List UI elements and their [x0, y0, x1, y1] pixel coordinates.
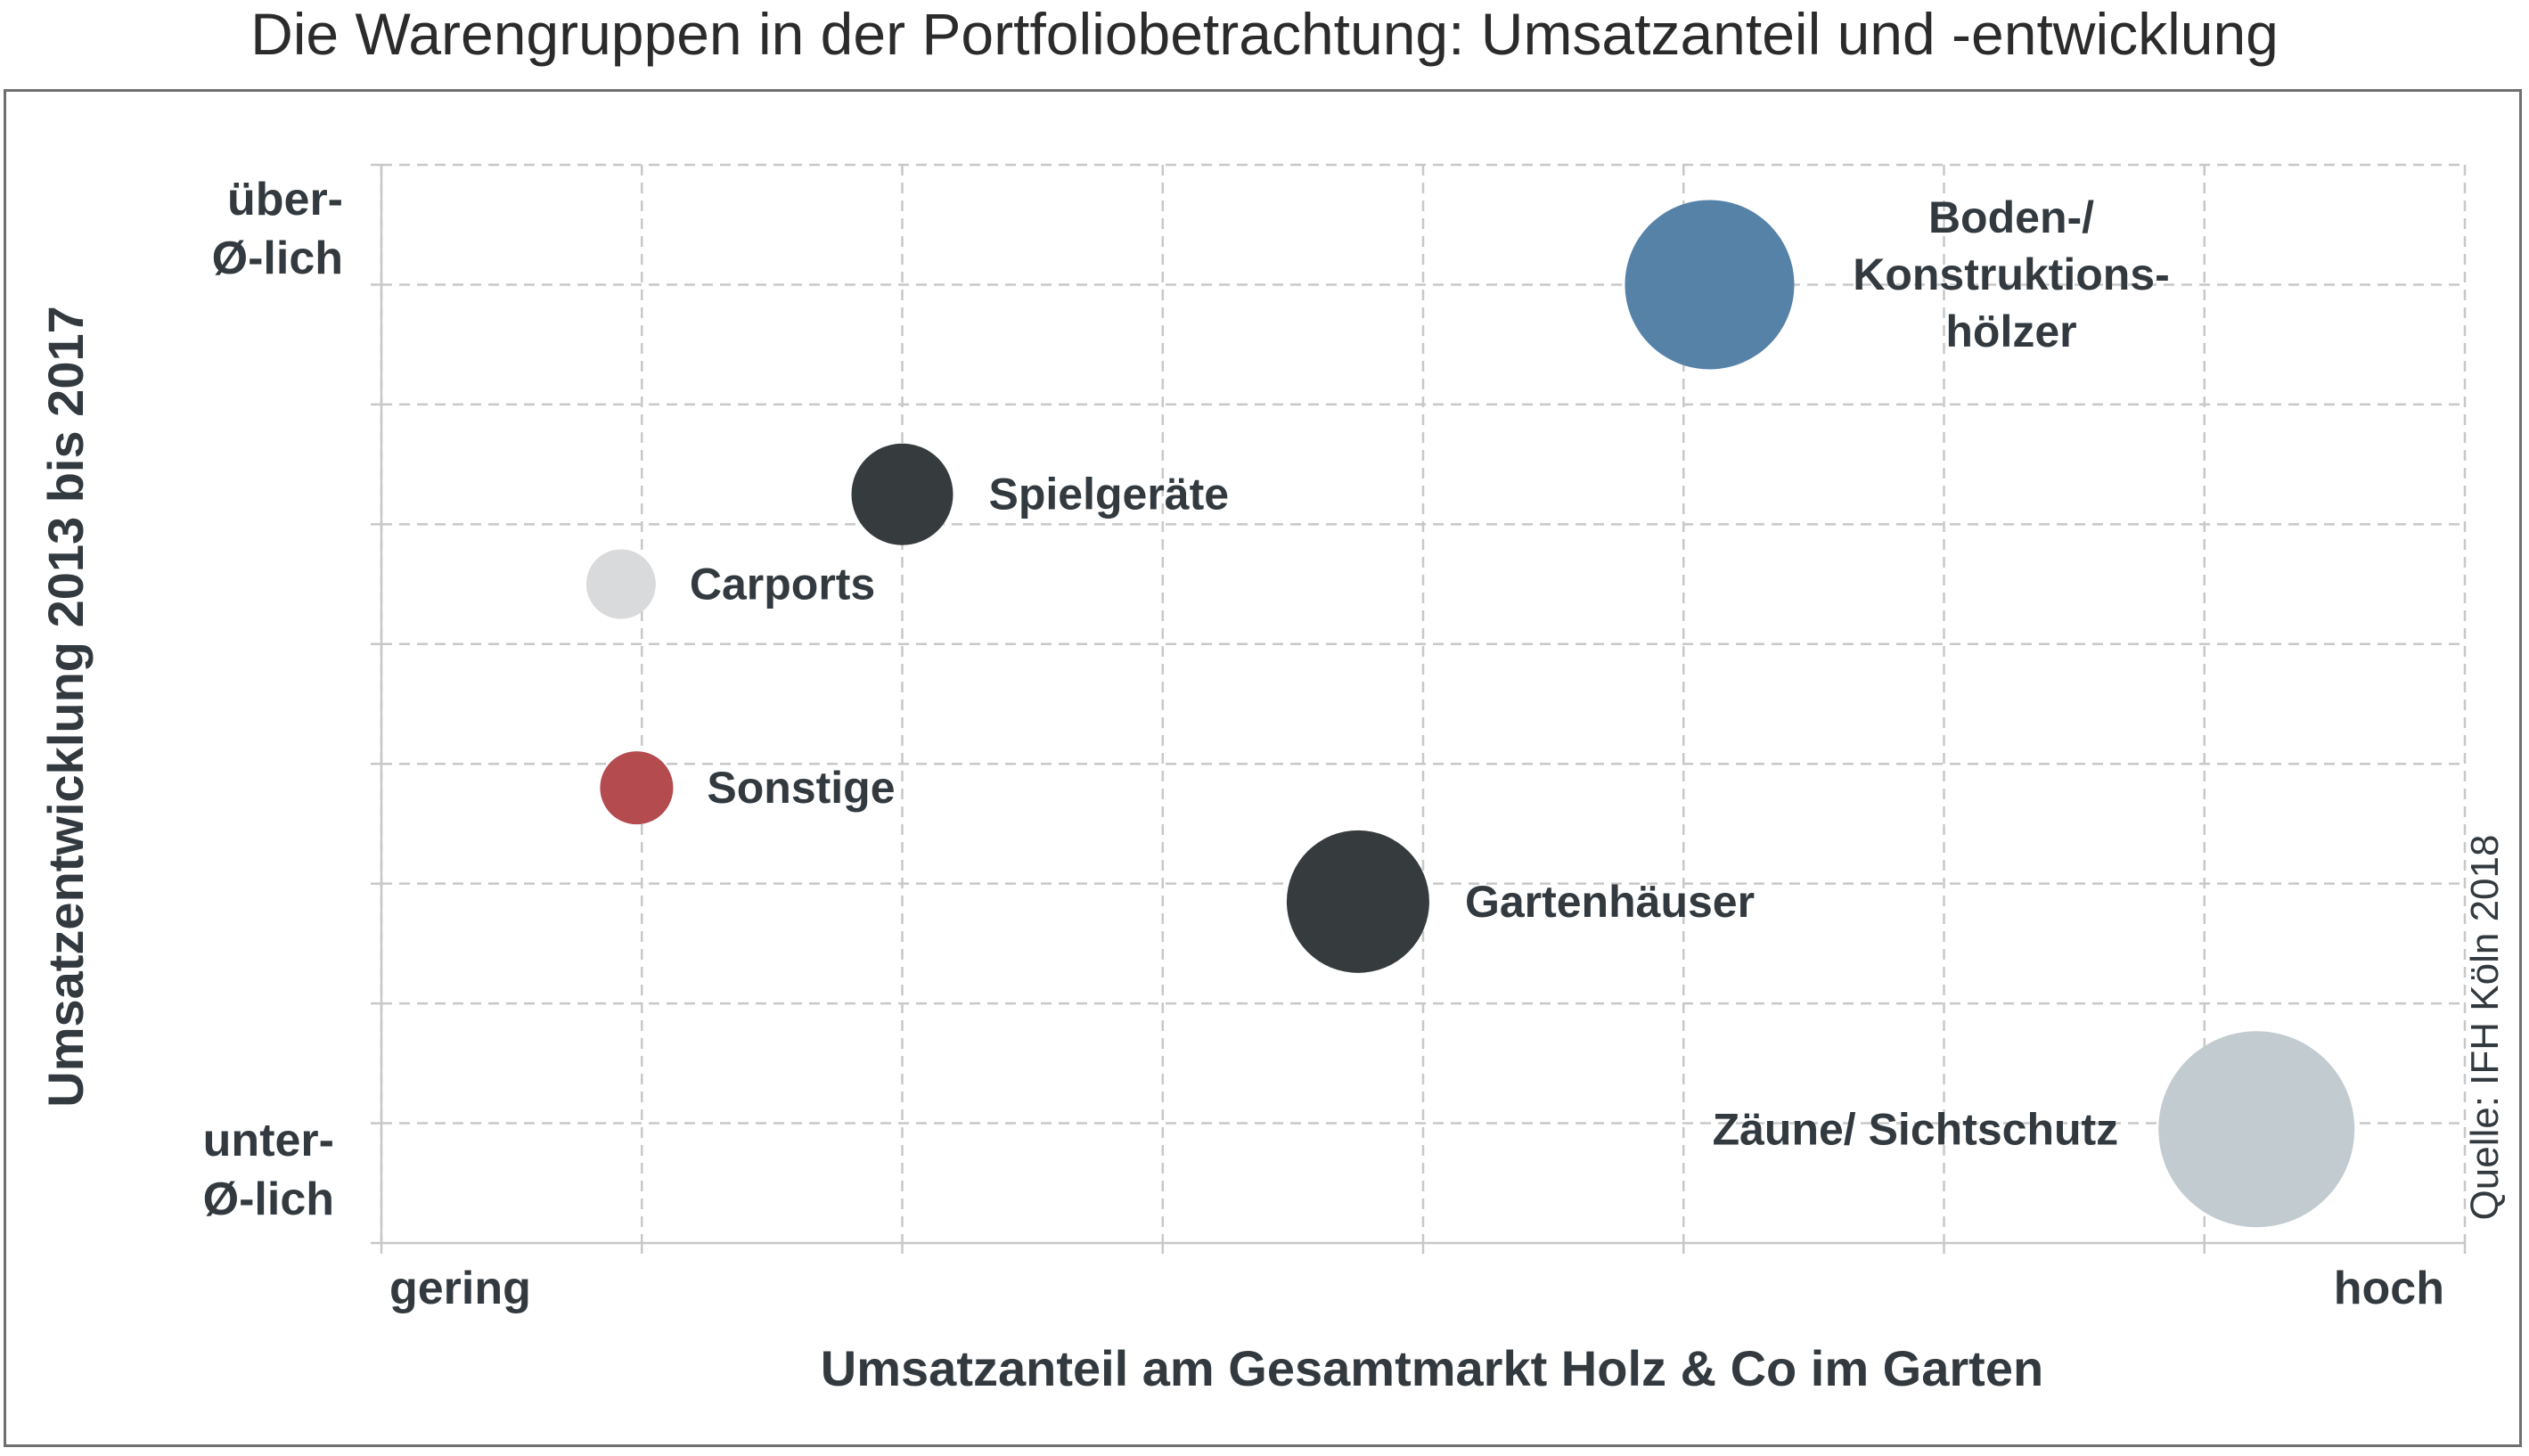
grid-lines: [380, 163, 2467, 1243]
bubble-label-line: Gartenhäuser: [1465, 877, 1755, 927]
y-tick-label-low: unter- Ø-lich: [203, 1115, 334, 1225]
bubble-point: [600, 751, 674, 825]
y-tick-label-line: Ø-lich: [212, 233, 343, 284]
bubble-label: Gartenhäuser: [1465, 877, 1755, 927]
bubble-label-line: Spielgeräte: [989, 470, 1230, 519]
y-tick-label-high: über- Ø-lich: [212, 174, 343, 284]
bubble-label-line: Carports: [690, 560, 875, 609]
bubble-label: Boden-/ Konstruktions-hölzer: [1853, 192, 2170, 356]
x-axis-title: Umsatzanteil am Gesamtmarkt Holz & Co im…: [821, 1340, 2043, 1396]
source-note: Quelle: IFH Köln 2018: [2463, 835, 2507, 1221]
bubble-labels: Boden-/ Konstruktions-hölzer Spielgeräte Ca…: [690, 192, 2170, 1154]
x-tick-label-high: hoch: [2334, 1263, 2444, 1314]
bubble-label-line: Zäune/ Sichtschutz: [1713, 1104, 2119, 1154]
bubble-label: Zäune/ Sichtschutz: [1713, 1104, 2119, 1154]
axis-texts: über- Ø-lich unter- Ø-lich gering hoch Umsatza…: [37, 174, 2507, 1396]
bubble-label-line: Boden-/: [1928, 192, 2094, 242]
axes: [371, 163, 2467, 1254]
bubble-chart: Boden-/ Konstruktions-hölzer Spielgeräte Ca…: [37, 163, 2507, 1396]
bubble-point: [2158, 1031, 2355, 1228]
y-tick-label-line: Ø-lich: [203, 1174, 334, 1225]
x-tick-label-low: gering: [389, 1263, 531, 1314]
bubble-label-line: Sonstige: [707, 763, 895, 813]
chart-frame: Boden-/ Konstruktions-hölzer Spielgeräte Ca…: [4, 89, 2522, 1447]
bubbles: [585, 200, 2355, 1228]
bubble-label: Sonstige: [707, 763, 895, 813]
bubble-label: Carports: [690, 560, 875, 609]
bubble-point: [851, 443, 953, 545]
y-tick-label-line: über-: [227, 174, 343, 225]
bubble-label: Spielgeräte: [989, 470, 1230, 519]
bubble-point: [585, 549, 656, 619]
y-tick-label-line: unter-: [203, 1115, 334, 1166]
bubble-point: [1286, 830, 1429, 973]
bubble-label-line: hölzer: [1945, 307, 2076, 356]
y-axis-title: Umsatzentwicklung 2013 bis 2017: [37, 306, 94, 1108]
bubble-point: [1625, 200, 1795, 370]
chart-title: Die Warengruppen in der Portfoliobetrach…: [250, 1, 2279, 67]
bubble-label-line: Konstruktions-: [1853, 249, 2170, 299]
